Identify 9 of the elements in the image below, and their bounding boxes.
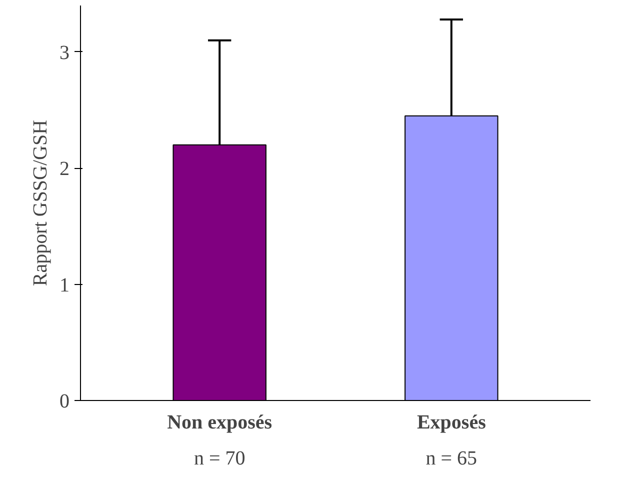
y-tick-label: 0 (60, 390, 70, 412)
y-tick-label: 2 (60, 158, 70, 180)
x-tick-label: Exposés (416, 412, 486, 434)
y-tick-label: 3 (60, 42, 70, 64)
x-tick-label: Non exposés (167, 412, 272, 434)
y-tick-label: 1 (60, 274, 70, 296)
text: n = 70 (194, 448, 246, 470)
y-axis-title: Rapport GSSG/GSH (30, 120, 52, 286)
text: n = 65 (426, 448, 478, 470)
